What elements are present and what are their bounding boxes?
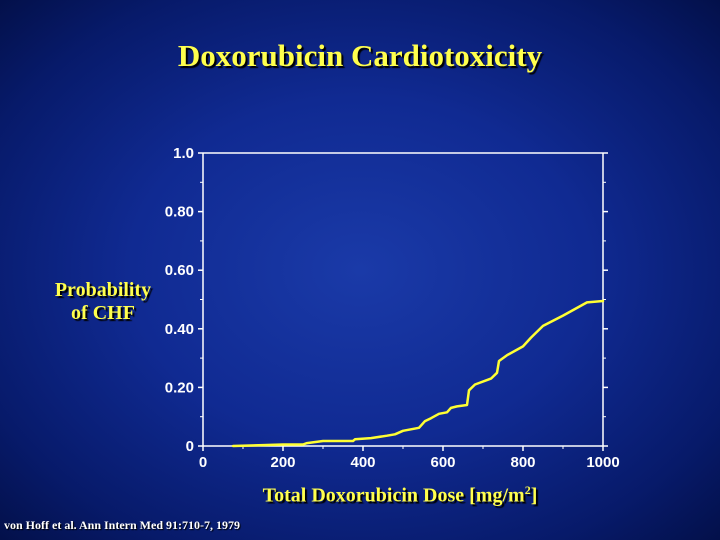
y-tick-label: 1.0 — [173, 145, 194, 162]
y-axis-label: Probability of CHF — [28, 279, 178, 325]
x-tick-label: 200 — [270, 454, 295, 471]
series-line — [231, 299, 605, 448]
series-group — [231, 299, 605, 448]
x-axis: 0 200 400 600 800 1000 — [199, 152, 620, 471]
y-tick-label: 0 — [186, 438, 194, 455]
y-axis: 0 0.20 0.40 0.60 0.80 1.0 — [165, 145, 608, 455]
x-axis-label-superscript: 2 — [524, 483, 531, 497]
x-tick-label: 800 — [510, 454, 535, 471]
citation: von Hoff et al. Ann Intern Med 91:710-7,… — [4, 518, 240, 532]
slide-title: Doxorubicin Cardiotoxicity — [177, 38, 543, 73]
x-tick-label: 1000 — [586, 454, 619, 471]
x-tick-label: 400 — [350, 454, 375, 471]
y-tick-label: 0.60 — [165, 262, 194, 279]
y-axis-label-line1: Probability — [54, 279, 152, 301]
y-tick-label: 0.20 — [165, 379, 194, 396]
x-axis-label-end: ] — [530, 484, 538, 507]
y-axis-label-line2: of CHF — [71, 302, 135, 324]
x-axis-label-main: Total Doxorubicin Dose [mg/m — [262, 484, 525, 507]
x-tick-label: 600 — [430, 454, 455, 471]
x-tick-label: 0 — [199, 454, 207, 471]
y-tick-label: 0.40 — [165, 321, 194, 338]
y-tick-label: 0.80 — [165, 204, 194, 221]
x-axis-label: Total Doxorubicin Dose [mg/m2] — [200, 483, 600, 508]
